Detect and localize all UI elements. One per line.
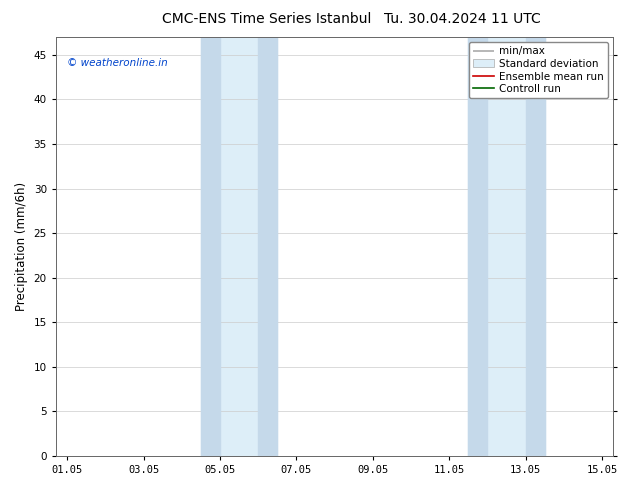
Bar — [526, 37, 545, 456]
Bar — [201, 37, 277, 456]
Text: Tu. 30.04.2024 11 UTC: Tu. 30.04.2024 11 UTC — [384, 12, 541, 26]
Bar — [201, 37, 220, 456]
Bar — [469, 37, 545, 456]
Legend: min/max, Standard deviation, Ensemble mean run, Controll run: min/max, Standard deviation, Ensemble me… — [469, 42, 608, 98]
Text: © weatheronline.in: © weatheronline.in — [67, 58, 168, 68]
Bar — [469, 37, 488, 456]
Bar — [258, 37, 277, 456]
Text: CMC-ENS Time Series Istanbul: CMC-ENS Time Series Istanbul — [162, 12, 371, 26]
Y-axis label: Precipitation (mm/6h): Precipitation (mm/6h) — [15, 182, 28, 311]
